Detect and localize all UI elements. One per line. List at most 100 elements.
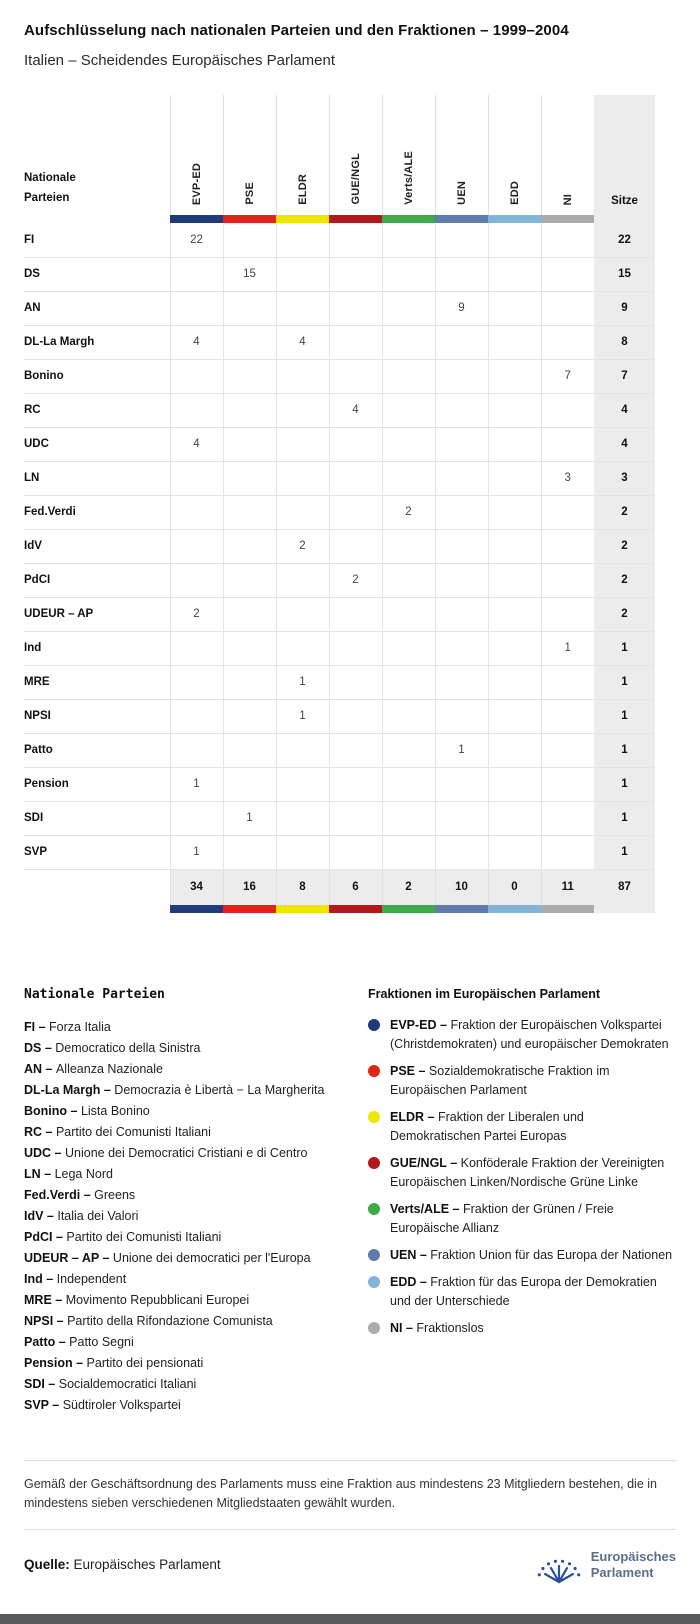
party-label: AN: [24, 291, 170, 326]
row-total-cell: 3: [594, 461, 655, 496]
table-row: AN 9 9: [24, 291, 655, 326]
group-legend-text: PSE – Sozialdemokratische Fraktion im Eu…: [390, 1064, 610, 1097]
footnote: Gemäß der Geschäftsordnung des Parlament…: [24, 1477, 657, 1511]
seat-count-cell: [487, 325, 541, 360]
group-legend-text: UEN – Fraktion Union für das Europa der …: [390, 1248, 673, 1262]
seat-count-cell: [487, 563, 541, 598]
seat-count-cell: [434, 563, 488, 598]
seat-count-cell: [169, 631, 223, 666]
row-total-cell: 1: [594, 631, 655, 666]
table-row: UDC 4 4: [24, 427, 655, 462]
group-legend-text: NI – Fraktionslos: [390, 1321, 484, 1335]
seat-count-cell: [381, 427, 435, 462]
row-total-cell: 7: [594, 359, 655, 394]
party-label: DS: [24, 257, 170, 292]
group-color-bar-row: [24, 215, 655, 223]
seat-count-cell: [540, 393, 594, 428]
party-legend-item: UDC – Unione dei Democratici Cristiani e…: [24, 1146, 308, 1160]
national-parties-legend: Nationale Parteien FI – Forza Italia DS –…: [24, 987, 346, 1416]
group-color-bar-ELDR: [276, 215, 329, 223]
seat-count-cell: [540, 529, 594, 564]
party-label: Pension: [24, 767, 170, 802]
seat-count-cell: [222, 461, 276, 496]
seat-count-cell: [328, 291, 382, 326]
seat-count-cell: [381, 257, 435, 292]
seat-count-cell: [275, 631, 329, 666]
seat-count-cell: [169, 529, 223, 564]
totals-row-spacer: [24, 869, 170, 905]
party-legend-item: RC – Partito dei Comunisti Italiani: [24, 1125, 211, 1139]
group-legend-item: ELDR – Fraktion der Liberalen und Demokr…: [368, 1108, 676, 1146]
seat-count-cell: [222, 835, 276, 870]
seat-count-cell: 7: [540, 359, 594, 394]
seat-count-cell: [381, 801, 435, 836]
party-legend-item: FI – Forza Italia: [24, 1020, 111, 1034]
party-label: SDI: [24, 801, 170, 836]
seat-count-cell: [328, 461, 382, 496]
seat-count-cell: [328, 665, 382, 700]
seat-count-cell: [222, 631, 276, 666]
party-legend-item: DL-La Margh – Democrazia è Libertà − La …: [24, 1083, 325, 1097]
seat-count-cell: [487, 801, 541, 836]
footer-bar: [0, 1614, 700, 1624]
seat-count-cell: [381, 631, 435, 666]
group-color-bar-PSE: [223, 905, 276, 913]
seat-count-cell: [540, 427, 594, 462]
seat-count-cell: [169, 359, 223, 394]
column-header-label: EVP-ED: [190, 162, 203, 205]
seat-count-cell: [169, 801, 223, 836]
seat-count-cell: [487, 631, 541, 666]
seat-count-cell: [222, 427, 276, 462]
seat-count-cell: [540, 699, 594, 734]
row-header-label: Nationale Parteien: [24, 171, 76, 205]
group-color-bar-ELDR: [276, 905, 329, 913]
group-legend-item: PSE – Sozialdemokratische Fraktion im Eu…: [368, 1062, 676, 1100]
group-color-bar-Verts/ALE: [382, 215, 435, 223]
row-total-cell: 1: [594, 733, 655, 768]
seat-count-cell: [540, 257, 594, 292]
grand-total-cell: 87: [594, 869, 655, 905]
seat-count-cell: [487, 767, 541, 802]
logo-wordmark: Europäisches Parlament: [591, 1549, 676, 1582]
seat-count-cell: [169, 291, 223, 326]
seat-count-cell: [487, 699, 541, 734]
column-total-cell: 11: [540, 869, 594, 905]
seat-count-cell: [169, 393, 223, 428]
seat-count-cell: [275, 495, 329, 530]
row-total-cell: 4: [594, 427, 655, 462]
seat-count-cell: [434, 325, 488, 360]
seat-count-cell: 15: [222, 257, 276, 292]
table-row: Patto 1 1: [24, 733, 655, 768]
seat-count-cell: 2: [275, 529, 329, 564]
seat-count-cell: [169, 699, 223, 734]
column-header-label: PSE: [243, 182, 256, 205]
seat-count-cell: 4: [169, 325, 223, 360]
column-header-PSE: PSE: [222, 95, 276, 215]
seat-count-cell: [222, 529, 276, 564]
divider-top: [24, 1460, 676, 1461]
seat-count-cell: [434, 699, 488, 734]
seat-count-cell: [169, 461, 223, 496]
seat-count-cell: [275, 733, 329, 768]
seat-count-cell: [487, 257, 541, 292]
party-legend-item: MRE – Movimento Repubblicani Europei: [24, 1293, 250, 1307]
seat-count-cell: [381, 529, 435, 564]
column-header-GUE/NGL: GUE/NGL: [328, 95, 382, 215]
seat-count-cell: [381, 767, 435, 802]
seat-count-cell: [222, 563, 276, 598]
row-total-cell: 9: [594, 291, 655, 326]
seat-count-cell: [434, 631, 488, 666]
group-color-bar-PSE: [223, 215, 276, 223]
seat-count-cell: [328, 257, 382, 292]
european-parliament-logo: Europäisches Parlament: [536, 1544, 676, 1586]
seats-column-bar: [594, 215, 655, 223]
legend-color-dot: [368, 1111, 380, 1123]
seat-count-cell: [540, 597, 594, 632]
seat-count-cell: [275, 597, 329, 632]
table-row: PdCI 2 2: [24, 563, 655, 598]
divider-bottom: [24, 1528, 676, 1530]
political-groups-legend-list: EVP-ED – Fraktion der Europäischen Volks…: [368, 1016, 676, 1338]
column-total-cell: 0: [487, 869, 541, 905]
seat-count-cell: [381, 563, 435, 598]
bar-spacer: [24, 215, 170, 223]
